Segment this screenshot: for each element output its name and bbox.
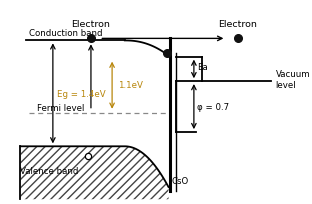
Text: Vacuum
level: Vacuum level (276, 70, 310, 89)
Text: Fermi level: Fermi level (37, 103, 85, 112)
Text: Electron: Electron (71, 20, 110, 29)
Text: Conduction band: Conduction band (29, 29, 102, 38)
Text: Eg = 1.4eV: Eg = 1.4eV (57, 89, 106, 98)
Text: φ = 0.7: φ = 0.7 (197, 103, 229, 112)
Text: Valence band: Valence band (21, 166, 79, 175)
Text: 1.1eV: 1.1eV (118, 81, 143, 90)
Text: CsO: CsO (171, 176, 188, 185)
Text: Ea: Ea (197, 63, 208, 72)
Text: Electron: Electron (218, 20, 257, 29)
